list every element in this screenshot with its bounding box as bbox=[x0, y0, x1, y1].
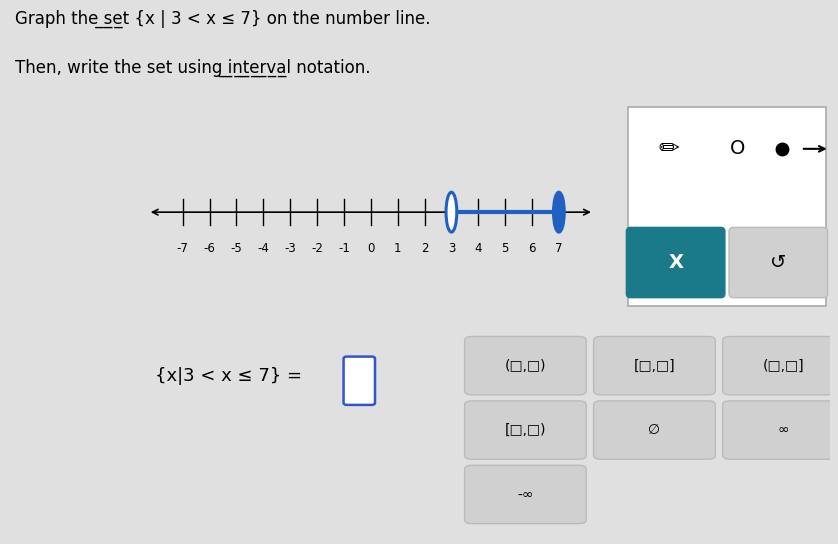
FancyBboxPatch shape bbox=[464, 465, 587, 524]
Text: 0: 0 bbox=[367, 242, 375, 255]
FancyBboxPatch shape bbox=[626, 227, 725, 298]
Text: X: X bbox=[668, 253, 683, 272]
FancyBboxPatch shape bbox=[593, 336, 716, 395]
Text: -6: -6 bbox=[204, 242, 215, 255]
Circle shape bbox=[446, 192, 457, 232]
Text: (□,□]: (□,□] bbox=[763, 358, 804, 373]
Text: Then, write the set using ̲i̲n̲t̲e̲r̲v̲a̲l notation.: Then, write the set using ̲i̲n̲t̲e̲r̲v̲a… bbox=[15, 59, 370, 77]
FancyBboxPatch shape bbox=[464, 530, 587, 544]
Text: -3: -3 bbox=[284, 242, 296, 255]
FancyBboxPatch shape bbox=[464, 401, 587, 459]
FancyBboxPatch shape bbox=[729, 227, 828, 298]
Text: -2: -2 bbox=[311, 242, 323, 255]
Text: -∞: -∞ bbox=[517, 487, 534, 502]
Text: -7: -7 bbox=[177, 242, 189, 255]
Text: [□,□]: [□,□] bbox=[634, 358, 675, 373]
Text: ✏️: ✏️ bbox=[659, 137, 680, 161]
FancyBboxPatch shape bbox=[722, 336, 838, 395]
Text: Graph the ̲s̲e̲t {x | 3 < x ≤ 7} on the number line.: Graph the ̲s̲e̲t {x | 3 < x ≤ 7} on the … bbox=[15, 10, 430, 28]
Text: 2: 2 bbox=[421, 242, 428, 255]
Text: (□,□): (□,□) bbox=[504, 358, 546, 373]
Text: -4: -4 bbox=[257, 242, 269, 255]
FancyBboxPatch shape bbox=[628, 108, 825, 306]
Text: -5: -5 bbox=[230, 242, 242, 255]
Text: {x|3 < x ≤ 7} =: {x|3 < x ≤ 7} = bbox=[155, 367, 308, 385]
FancyBboxPatch shape bbox=[593, 401, 716, 459]
Text: 7: 7 bbox=[555, 242, 562, 255]
Text: -1: -1 bbox=[338, 242, 350, 255]
Text: ∞: ∞ bbox=[778, 423, 789, 437]
Text: O: O bbox=[730, 139, 745, 158]
FancyBboxPatch shape bbox=[593, 530, 716, 544]
Text: 5: 5 bbox=[501, 242, 509, 255]
Text: [□,□): [□,□) bbox=[504, 423, 546, 437]
FancyBboxPatch shape bbox=[344, 357, 375, 405]
FancyBboxPatch shape bbox=[464, 336, 587, 395]
Text: 3: 3 bbox=[447, 242, 455, 255]
Text: ↺: ↺ bbox=[770, 253, 787, 272]
Text: ∅: ∅ bbox=[649, 423, 660, 437]
Text: 4: 4 bbox=[474, 242, 482, 255]
Text: 1: 1 bbox=[394, 242, 401, 255]
Text: 6: 6 bbox=[528, 242, 535, 255]
Circle shape bbox=[554, 192, 564, 232]
FancyBboxPatch shape bbox=[722, 401, 838, 459]
